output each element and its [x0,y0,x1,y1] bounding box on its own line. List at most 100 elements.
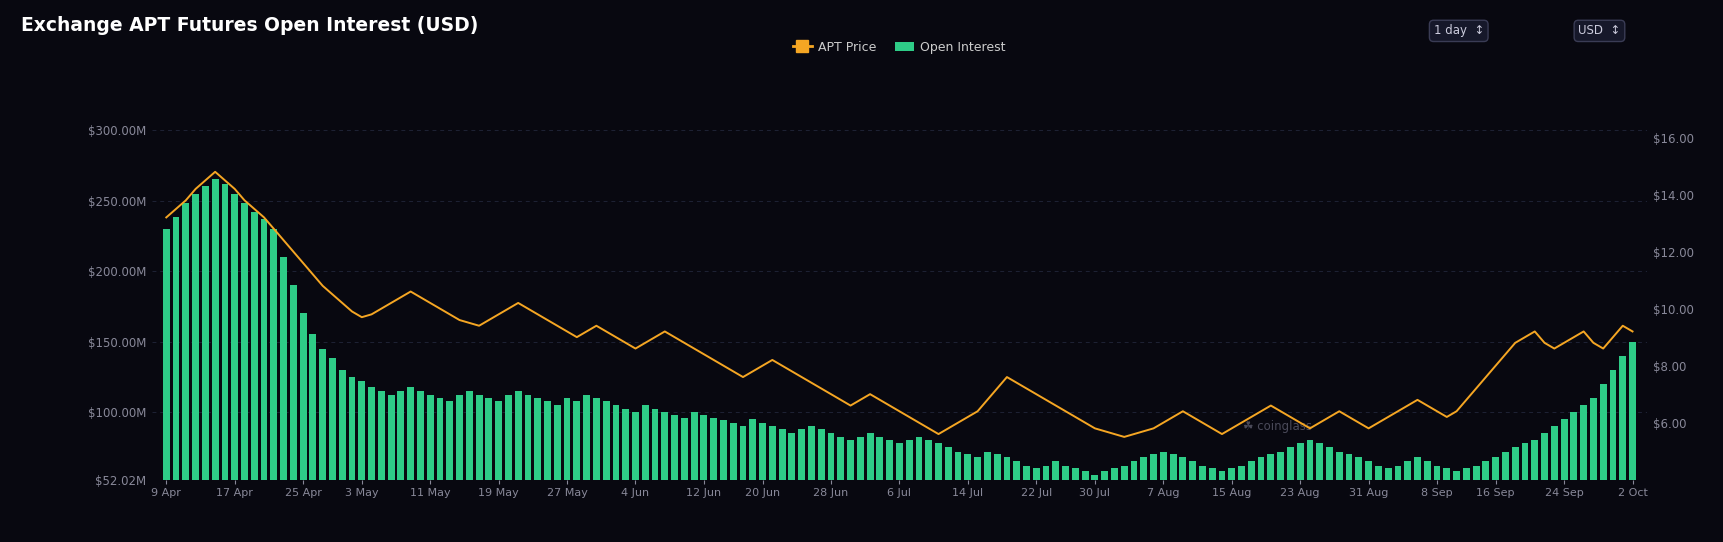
Bar [1434,466,1440,542]
Bar [1160,451,1166,542]
Bar [486,398,493,542]
Bar [1561,419,1568,542]
Bar [672,415,679,542]
Bar [750,419,756,542]
Bar [779,429,786,542]
Bar [1630,341,1635,542]
Bar [955,451,961,542]
Bar [1335,451,1342,542]
Bar [515,391,522,542]
Bar [1327,447,1334,542]
Bar [329,358,336,542]
Bar [465,391,472,542]
Bar [388,395,395,542]
Bar [505,395,512,542]
Bar [1268,454,1275,542]
Bar [1180,457,1187,542]
Bar [798,429,805,542]
Bar [289,285,296,542]
Text: Exchange APT Futures Open Interest (USD): Exchange APT Futures Open Interest (USD) [21,16,477,35]
Text: ☘ coinglass: ☘ coinglass [1244,421,1313,434]
Bar [681,418,687,542]
Bar [818,429,825,542]
Bar [720,421,727,542]
Bar [731,423,737,542]
Bar [446,401,453,542]
Bar [436,398,443,542]
Bar [319,349,326,542]
Bar [1170,454,1177,542]
Bar [524,395,531,542]
Bar [643,405,648,542]
Bar [1521,443,1528,542]
Bar [1404,461,1411,542]
Bar [965,454,972,542]
Legend: APT Price, Open Interest: APT Price, Open Interest [787,36,1011,59]
Bar [886,440,893,542]
Bar [1473,466,1480,542]
Bar [271,229,277,542]
Bar [936,443,942,542]
Bar [1277,451,1284,542]
Bar [1023,466,1030,542]
Bar [417,391,424,542]
Bar [260,219,267,542]
Text: USD  ↕: USD ↕ [1578,24,1621,37]
Bar [1532,440,1539,542]
Bar [1013,461,1020,542]
Bar [1492,457,1499,542]
Bar [612,405,619,542]
Bar [1356,457,1363,542]
Bar [563,398,570,542]
Bar [1228,468,1235,542]
Bar [358,381,365,542]
Bar [1210,468,1216,542]
Bar [377,391,384,542]
Bar [1258,457,1265,542]
Bar [1452,471,1459,542]
Bar [1551,426,1558,542]
Bar [789,433,796,542]
Bar [1511,447,1518,542]
Bar [241,203,248,542]
Bar [1423,461,1430,542]
Bar [300,313,307,542]
Bar [1287,447,1294,542]
Bar [1189,461,1196,542]
Bar [808,426,815,542]
Bar [651,409,658,542]
Bar [827,433,834,542]
Bar [1130,461,1137,542]
Bar [877,437,884,542]
Bar [1599,384,1606,542]
Bar [1385,468,1392,542]
Bar [760,423,767,542]
Bar [1053,461,1060,542]
Bar [701,415,708,542]
Bar [1199,466,1206,542]
Bar [994,454,1001,542]
Bar [1394,466,1401,542]
Bar [544,401,551,542]
Bar [1218,471,1225,542]
Bar [984,451,991,542]
Bar [739,426,746,542]
Bar [1609,370,1616,542]
Bar [369,386,376,542]
Bar [427,395,434,542]
Bar [593,398,600,542]
Bar [164,229,169,542]
Bar [348,377,355,542]
Bar [534,398,541,542]
Bar [906,440,913,542]
Bar [1316,443,1323,542]
Bar [1580,405,1587,542]
Bar [574,401,581,542]
Bar [193,193,200,542]
Bar [1111,468,1118,542]
Bar [212,179,219,542]
Bar [1091,475,1098,542]
Bar [691,412,698,542]
Bar [1061,466,1068,542]
Bar [310,334,317,542]
